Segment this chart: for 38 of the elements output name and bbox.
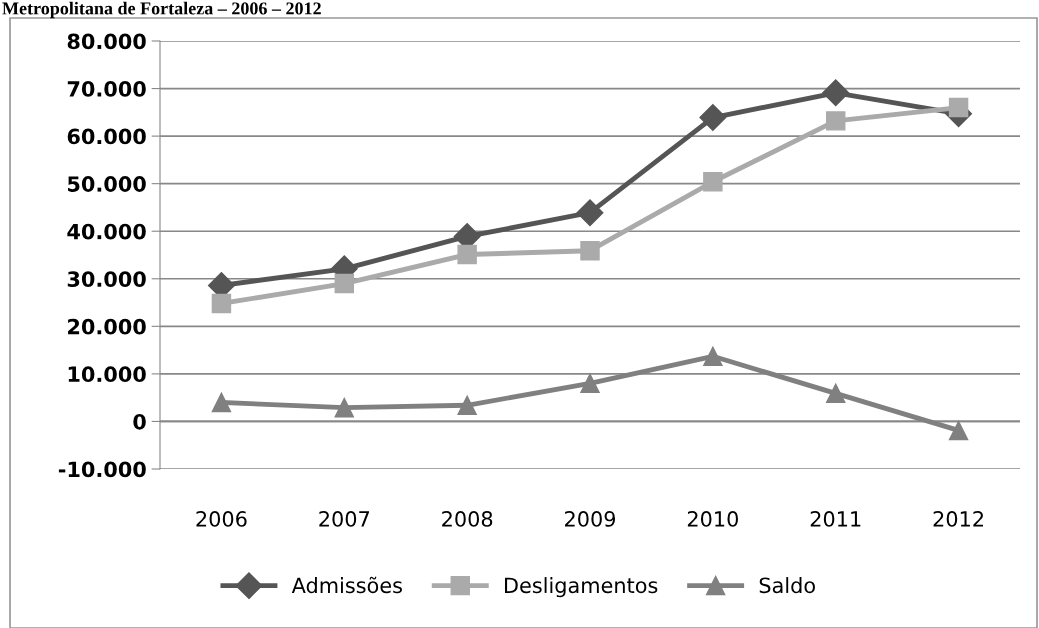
point [457, 244, 477, 265]
x-tick-label: 2006 [196, 511, 247, 527]
point [457, 395, 477, 415]
y-tick-label: 70.000 [67, 81, 146, 97]
point [825, 111, 846, 131]
point [580, 373, 600, 394]
point [703, 346, 723, 367]
point [699, 104, 727, 132]
y-tick-label: 50.000 [68, 176, 146, 192]
legend-label: Saldo [759, 577, 815, 594]
point [334, 273, 355, 294]
legend-label: Admissões [291, 576, 402, 594]
point [576, 199, 604, 227]
point [334, 397, 355, 418]
point [211, 392, 232, 413]
point [825, 383, 846, 404]
y-tick-label: 80.000 [67, 33, 146, 50]
y-tick-label: 30.000 [67, 271, 146, 287]
legend-label: Desligamentos [505, 577, 658, 598]
point [580, 240, 600, 261]
x-tick-label: 2008 [442, 511, 493, 527]
x-tick-label: 2007 [319, 511, 370, 527]
x-tick-label: 2010 [687, 511, 738, 527]
y-tick-label: 40.000 [67, 223, 146, 240]
point [948, 97, 969, 118]
chart-title: Metropolitana de Fortaleza – 2006 – 2012 [2, 1, 321, 19]
point [822, 79, 850, 107]
x-tick-label: 2012 [933, 511, 983, 527]
y-tick-label: 20.000 [68, 318, 146, 335]
y-tick-label: 0 [133, 413, 146, 430]
point [948, 420, 969, 441]
point [211, 293, 232, 314]
x-tick-label: 2011 [810, 511, 861, 527]
y-tick-label: 60.000 [67, 128, 146, 145]
x-tick-label: 2009 [565, 511, 616, 527]
y-tick-label: -10.000 [58, 461, 146, 478]
point [703, 172, 723, 192]
y-tick-label: 10.000 [68, 366, 146, 383]
